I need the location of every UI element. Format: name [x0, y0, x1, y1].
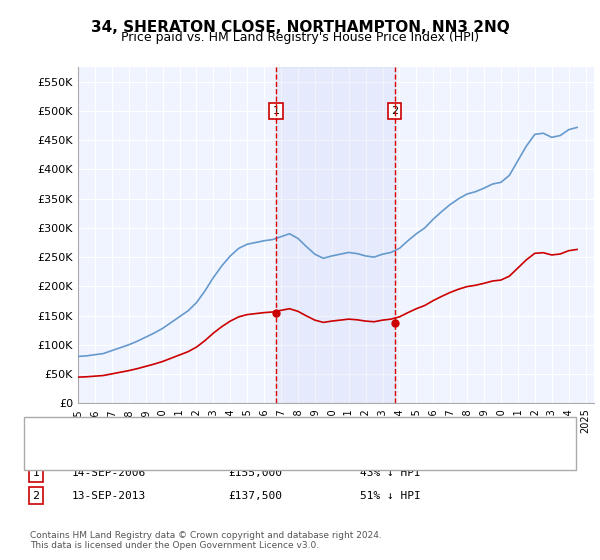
Text: 43% ↓ HPI: 43% ↓ HPI — [360, 468, 421, 478]
Text: 51% ↓ HPI: 51% ↓ HPI — [360, 491, 421, 501]
Text: 1: 1 — [32, 468, 40, 478]
Text: Price paid vs. HM Land Registry's House Price Index (HPI): Price paid vs. HM Land Registry's House … — [121, 31, 479, 44]
Text: 34, SHERATON CLOSE, NORTHAMPTON, NN3 2NQ (detached house): 34, SHERATON CLOSE, NORTHAMPTON, NN3 2NQ… — [75, 430, 425, 440]
Text: Contains HM Land Registry data © Crown copyright and database right 2024.
This d: Contains HM Land Registry data © Crown c… — [30, 530, 382, 550]
Text: 34, SHERATON CLOSE, NORTHAMPTON, NN3 2NQ: 34, SHERATON CLOSE, NORTHAMPTON, NN3 2NQ — [91, 20, 509, 35]
Bar — [276, 67, 395, 403]
Text: £155,000: £155,000 — [228, 468, 282, 478]
Text: —: — — [48, 426, 65, 444]
Text: 14-SEP-2006: 14-SEP-2006 — [72, 468, 146, 478]
Text: 1: 1 — [272, 106, 280, 116]
Text: £137,500: £137,500 — [228, 491, 282, 501]
Text: HPI: Average price, detached house, West Northamptonshire: HPI: Average price, detached house, West… — [75, 448, 392, 458]
Text: 2: 2 — [391, 106, 398, 116]
Text: —: — — [48, 444, 65, 462]
Text: 13-SEP-2013: 13-SEP-2013 — [72, 491, 146, 501]
Text: 2: 2 — [32, 491, 40, 501]
